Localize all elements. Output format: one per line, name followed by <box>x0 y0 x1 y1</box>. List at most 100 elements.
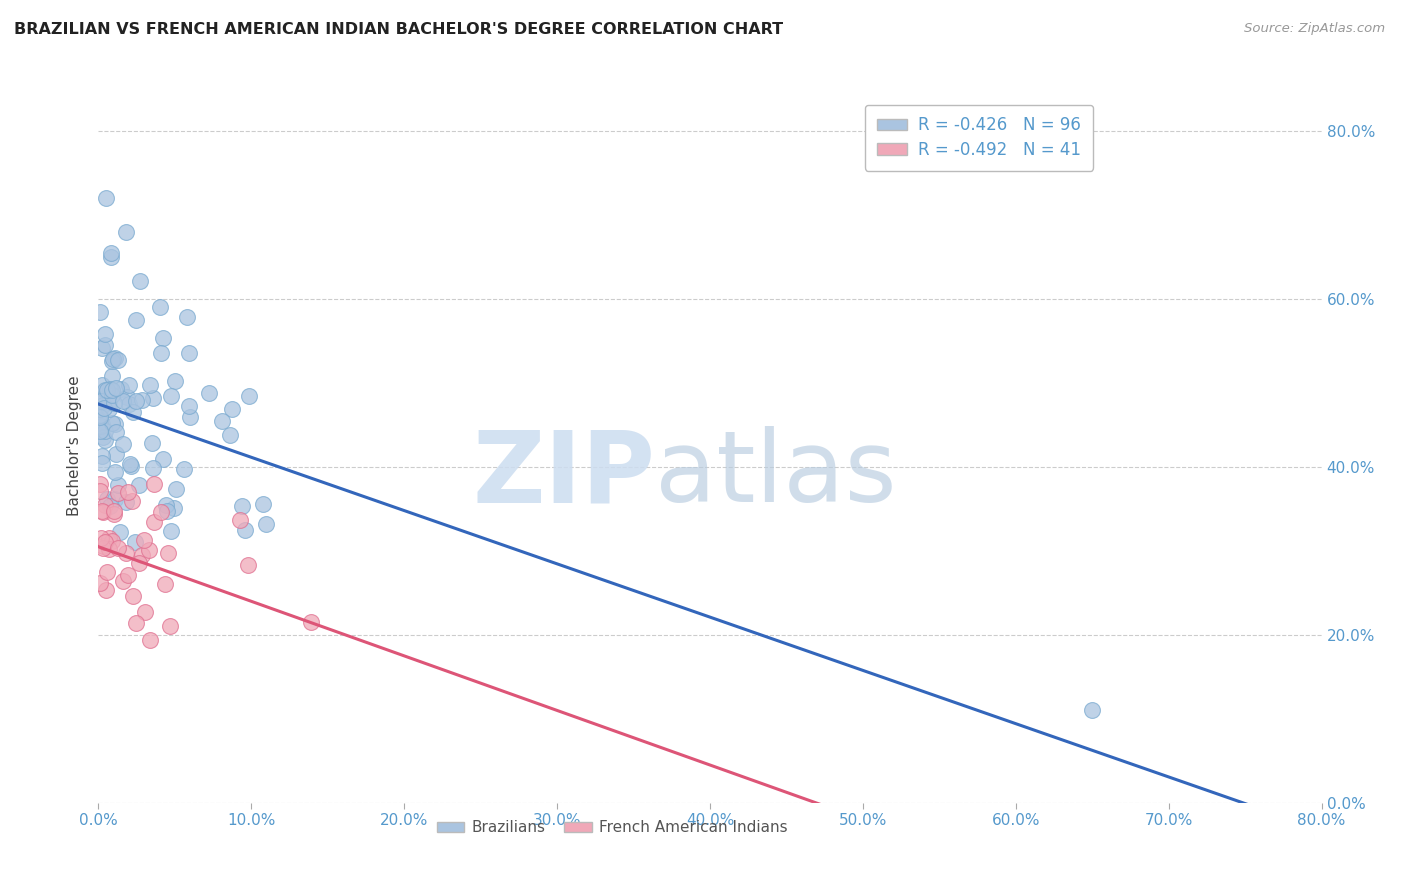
Point <box>91 430 114 444</box>
Point <box>160 524 183 538</box>
Point <box>104 425 127 439</box>
Point <box>111 437 134 451</box>
Point <box>120 459 142 474</box>
Text: BRAZILIAN VS FRENCH AMERICAN INDIAN BACHELOR'S DEGREE CORRELATION CHART: BRAZILIAN VS FRENCH AMERICAN INDIAN BACH… <box>14 22 783 37</box>
Point <box>91 539 114 553</box>
Point <box>221 402 243 417</box>
Point <box>97 394 120 409</box>
Point <box>90 449 112 463</box>
Point <box>125 394 148 409</box>
Point <box>233 523 256 537</box>
Point <box>89 484 111 499</box>
Point <box>128 273 150 287</box>
Point <box>149 300 172 314</box>
Point <box>162 500 184 515</box>
Point <box>108 525 131 540</box>
Point <box>101 369 124 384</box>
Point <box>238 389 260 403</box>
Point <box>93 401 115 416</box>
Point <box>103 507 125 521</box>
Point <box>125 616 148 631</box>
Point <box>101 352 124 367</box>
Point <box>219 428 242 442</box>
Point <box>118 377 141 392</box>
Point <box>93 541 115 556</box>
Text: ZIP: ZIP <box>472 426 655 523</box>
Point <box>152 452 174 467</box>
Point <box>98 382 121 396</box>
Point <box>94 424 117 438</box>
Point <box>149 346 172 360</box>
Point <box>142 391 165 405</box>
Point <box>91 341 114 355</box>
Point <box>89 402 111 417</box>
Point <box>90 531 112 545</box>
Point <box>94 383 117 397</box>
Point <box>100 417 122 431</box>
Point <box>104 447 127 461</box>
Point <box>198 386 221 401</box>
Point <box>94 535 117 549</box>
Point <box>177 346 200 360</box>
Text: Source: ZipAtlas.com: Source: ZipAtlas.com <box>1244 22 1385 36</box>
Point <box>96 384 118 398</box>
Point <box>89 408 111 422</box>
Point <box>98 402 121 417</box>
Point <box>98 531 121 545</box>
Point <box>117 484 139 499</box>
Point <box>104 465 127 479</box>
Point <box>236 558 259 573</box>
Point <box>90 417 112 431</box>
Point <box>179 410 201 425</box>
Point <box>96 566 118 580</box>
Point <box>160 389 183 403</box>
Point <box>89 304 111 318</box>
Point <box>101 383 124 397</box>
Point <box>94 433 117 447</box>
Point <box>141 435 163 450</box>
Point <box>176 310 198 325</box>
Point <box>104 417 127 431</box>
Point <box>142 461 165 475</box>
Point <box>211 414 233 428</box>
Point <box>117 567 139 582</box>
Point <box>156 504 179 518</box>
Point <box>101 387 124 401</box>
Point <box>110 383 132 397</box>
Point <box>97 542 120 557</box>
Point <box>165 482 187 496</box>
Point <box>107 541 129 556</box>
Point <box>125 312 148 326</box>
Point <box>111 574 134 588</box>
Point <box>100 533 122 548</box>
Point <box>142 515 165 529</box>
Y-axis label: Bachelor's Degree: Bachelor's Degree <box>67 376 83 516</box>
Point <box>229 513 252 527</box>
Point <box>100 250 122 264</box>
Point <box>115 391 138 405</box>
Point <box>89 476 111 491</box>
Point <box>124 535 146 549</box>
Point <box>94 498 117 512</box>
Point <box>118 396 141 410</box>
Point <box>131 393 153 408</box>
Point <box>118 457 141 471</box>
Point <box>103 504 125 518</box>
Point <box>139 633 162 648</box>
Point <box>163 375 186 389</box>
Point <box>155 498 177 512</box>
Point <box>94 327 117 342</box>
Point <box>153 577 176 591</box>
Point <box>104 381 127 395</box>
Point <box>107 486 129 500</box>
Point <box>128 556 150 570</box>
Point <box>254 516 277 531</box>
Point <box>131 548 153 562</box>
Point <box>156 546 179 560</box>
Point <box>107 352 129 367</box>
Point <box>252 497 274 511</box>
Point <box>115 546 138 560</box>
Point <box>100 246 122 260</box>
Point <box>94 191 117 205</box>
Point <box>90 504 112 518</box>
